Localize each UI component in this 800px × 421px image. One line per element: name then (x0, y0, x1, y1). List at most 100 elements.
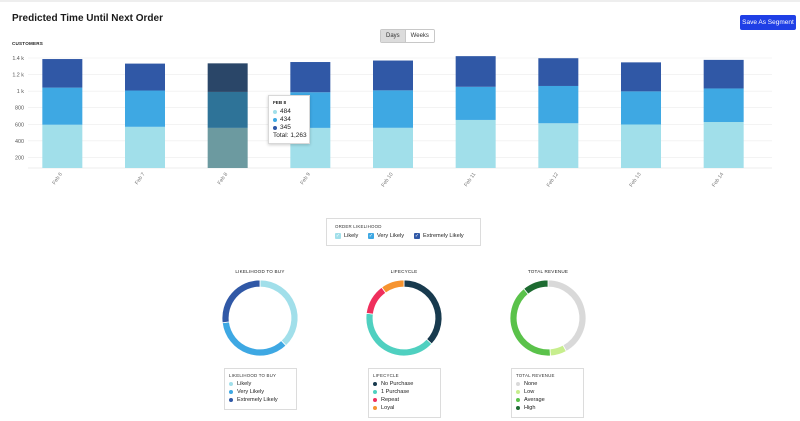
bar-segment-very-likely[interactable] (703, 88, 744, 123)
likely-dot-icon (273, 109, 277, 114)
checkbox-checked-icon[interactable]: ✓ (335, 233, 341, 239)
legend-label: Repeat (381, 397, 400, 403)
legend-label: 1 Purchase (381, 389, 410, 395)
bar-segment-likely[interactable] (373, 127, 413, 168)
legend-label: Very Likely (237, 389, 265, 395)
donut-title-revenue: TOTAL REVENUE (527, 269, 569, 274)
donut-title-likelihood: LIKELIHOOD TO BUY (235, 269, 285, 274)
legend-item-loyal: Loyal (373, 405, 394, 411)
legend-label: Likely (237, 381, 252, 387)
bar-segment-likely[interactable] (207, 127, 248, 168)
donut-slice-very-likely[interactable] (221, 321, 287, 357)
bar-segment-likely[interactable] (538, 123, 579, 168)
bar-segment-extremely-likely[interactable] (455, 56, 496, 87)
legend-item-repeat: Repeat (373, 397, 399, 403)
checkbox-checked-icon[interactable]: ✓ (414, 233, 420, 239)
one-purchase-dot-icon (373, 390, 377, 394)
bar-segment-extremely-likely[interactable] (621, 62, 661, 92)
very-likely-dot-icon (273, 117, 277, 122)
tooltip-row-extremely-likely: 345 (273, 124, 291, 131)
tooltip-value-very-likely: 434 (280, 116, 291, 123)
legend-title: ORDER LIKELIHOOD (335, 224, 382, 229)
donut-title-lifecycle: LIFECYCLE (390, 269, 418, 274)
legend-item-very-likely: Very Likely (229, 389, 264, 395)
days-toggle-button[interactable]: Days (381, 30, 405, 42)
legend-item-none: None (516, 381, 537, 387)
bar-segment-likely[interactable] (621, 124, 661, 169)
legend-item-extremely-likely[interactable]: ✓ Extremely Likely (414, 233, 464, 239)
donut-slice-average[interactable] (509, 288, 551, 357)
likely-dot-icon (229, 382, 233, 386)
tooltip-total: Total: 1,263 (273, 132, 307, 139)
bar-segment-very-likely[interactable] (42, 87, 83, 125)
save-as-segment-button[interactable]: Save As Segment (740, 15, 796, 30)
y-tick-label: 1.4 k (12, 56, 24, 62)
legend-title: LIKELIHOOD TO BUY (229, 373, 277, 378)
legend-label: Average (524, 397, 545, 403)
very-likely-dot-icon (229, 390, 233, 394)
donut-slice-none[interactable] (547, 279, 587, 352)
bar-segment-very-likely[interactable] (207, 91, 248, 128)
y-axis-title: CUSTOMERS (12, 41, 44, 46)
bar-segment-likely[interactable] (703, 122, 744, 168)
days-weeks-toggle: Days Weeks (380, 29, 435, 43)
high-dot-icon (516, 406, 520, 410)
bar-segment-very-likely[interactable] (621, 91, 661, 125)
donut-slice-1-purchase[interactable] (365, 312, 433, 357)
legend-item-high: High (516, 405, 536, 411)
bar-segment-extremely-likely[interactable] (207, 63, 248, 92)
none-dot-icon (516, 382, 520, 386)
weeks-toggle-button[interactable]: Weeks (404, 30, 434, 42)
likelihood-legend: LIKELIHOOD TO BUY Likely Very Likely Ext… (224, 368, 297, 410)
checkbox-checked-icon[interactable]: ✓ (368, 233, 374, 239)
bar-segment-extremely-likely[interactable] (42, 59, 83, 88)
y-tick-label: 1 k (17, 89, 24, 95)
legend-item-very-likely[interactable]: ✓ Very Likely (368, 233, 404, 239)
legend-item-low: Low (516, 389, 534, 395)
legend-label: Very Likely (377, 233, 405, 239)
donut-slice-high[interactable] (523, 279, 549, 295)
y-tick-label: 800 (15, 106, 24, 112)
legend-item-no-purchase: No Purchase (373, 381, 413, 387)
bar-segment-likely[interactable] (125, 126, 165, 168)
bar-segment-likely[interactable] (455, 119, 496, 168)
no-purchase-dot-icon (373, 382, 377, 386)
donut-slice-no-purchase[interactable] (403, 279, 443, 345)
bar-segment-very-likely[interactable] (538, 85, 579, 124)
legend-label: High (524, 405, 536, 411)
bar-segment-extremely-likely[interactable] (125, 63, 165, 91)
legend-item-extremely-likely: Extremely Likely (229, 397, 278, 403)
legend-label: None (524, 381, 538, 387)
top-divider (0, 0, 800, 2)
legend-label: Loyal (381, 405, 395, 411)
bar-segment-very-likely[interactable] (455, 86, 496, 120)
repeat-dot-icon (373, 398, 377, 402)
donut-slice-low[interactable] (549, 344, 567, 357)
legend-label: Extremely Likely (423, 233, 464, 239)
donut-slice-extremely-likely[interactable] (221, 279, 261, 324)
bar-segment-extremely-likely[interactable] (290, 62, 331, 93)
donut-slice-likely[interactable] (259, 279, 299, 347)
extremely-likely-dot-icon (229, 398, 233, 402)
donut-slice-loyal[interactable] (381, 279, 405, 294)
legend-item-average: Average (516, 397, 545, 403)
legend-title: LIFECYCLE (373, 373, 399, 378)
bar-segment-very-likely[interactable] (373, 90, 413, 128)
legend-label: Likely (344, 233, 359, 239)
y-tick-label: 400 (15, 139, 24, 145)
bar-segment-very-likely[interactable] (125, 90, 165, 127)
tooltip-row-likely: 484 (273, 108, 291, 115)
bar-segment-extremely-likely[interactable] (373, 60, 413, 91)
bar-segment-extremely-likely[interactable] (538, 58, 579, 86)
tooltip-row-very-likely: 434 (273, 116, 291, 123)
average-dot-icon (516, 398, 520, 402)
legend-item-likely[interactable]: ✓ Likely (335, 233, 358, 239)
bar-segment-extremely-likely[interactable] (703, 59, 744, 89)
donut-slice-repeat[interactable] (365, 286, 387, 315)
order-likelihood-legend: ORDER LIKELIHOOD ✓ Likely ✓ Very Likely … (326, 218, 481, 246)
bar-segment-likely[interactable] (42, 124, 83, 168)
tooltip-date: FEB 8 (273, 100, 287, 105)
legend-item-one-purchase: 1 Purchase (373, 389, 409, 395)
